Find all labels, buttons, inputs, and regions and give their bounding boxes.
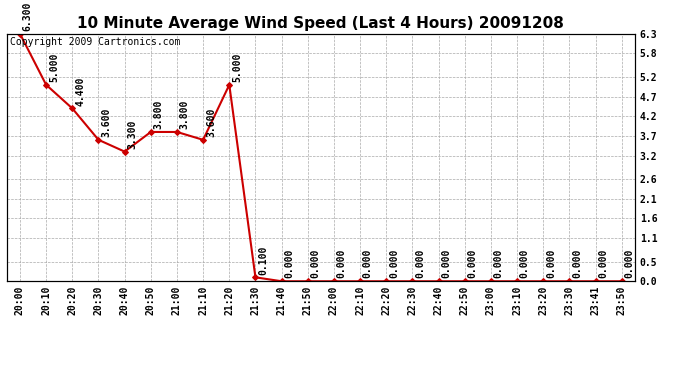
Text: 0.100: 0.100: [258, 245, 268, 274]
Text: 0.000: 0.000: [598, 249, 609, 279]
Text: 3.300: 3.300: [128, 120, 137, 149]
Text: 0.000: 0.000: [442, 249, 451, 279]
Text: 0.000: 0.000: [389, 249, 399, 279]
Text: 0.000: 0.000: [415, 249, 425, 279]
Text: 0.000: 0.000: [337, 249, 346, 279]
Text: 5.000: 5.000: [49, 53, 59, 82]
Text: 0.000: 0.000: [310, 249, 321, 279]
Text: 3.800: 3.800: [179, 100, 190, 129]
Text: 0.000: 0.000: [493, 249, 504, 279]
Text: 3.800: 3.800: [154, 100, 164, 129]
Text: 5.000: 5.000: [232, 53, 242, 82]
Text: 3.600: 3.600: [206, 108, 216, 137]
Text: 3.600: 3.600: [101, 108, 111, 137]
Title: 10 Minute Average Wind Speed (Last 4 Hours) 20091208: 10 Minute Average Wind Speed (Last 4 Hou…: [77, 16, 564, 31]
Text: 0.000: 0.000: [284, 249, 295, 279]
Text: 0.000: 0.000: [468, 249, 477, 279]
Text: 4.400: 4.400: [75, 76, 85, 106]
Text: Copyright 2009 Cartronics.com: Copyright 2009 Cartronics.com: [10, 38, 180, 48]
Text: 0.000: 0.000: [546, 249, 556, 279]
Text: 0.000: 0.000: [363, 249, 373, 279]
Text: 0.000: 0.000: [624, 249, 635, 279]
Text: 0.000: 0.000: [520, 249, 530, 279]
Text: 0.000: 0.000: [572, 249, 582, 279]
Text: 6.300: 6.300: [23, 2, 32, 31]
